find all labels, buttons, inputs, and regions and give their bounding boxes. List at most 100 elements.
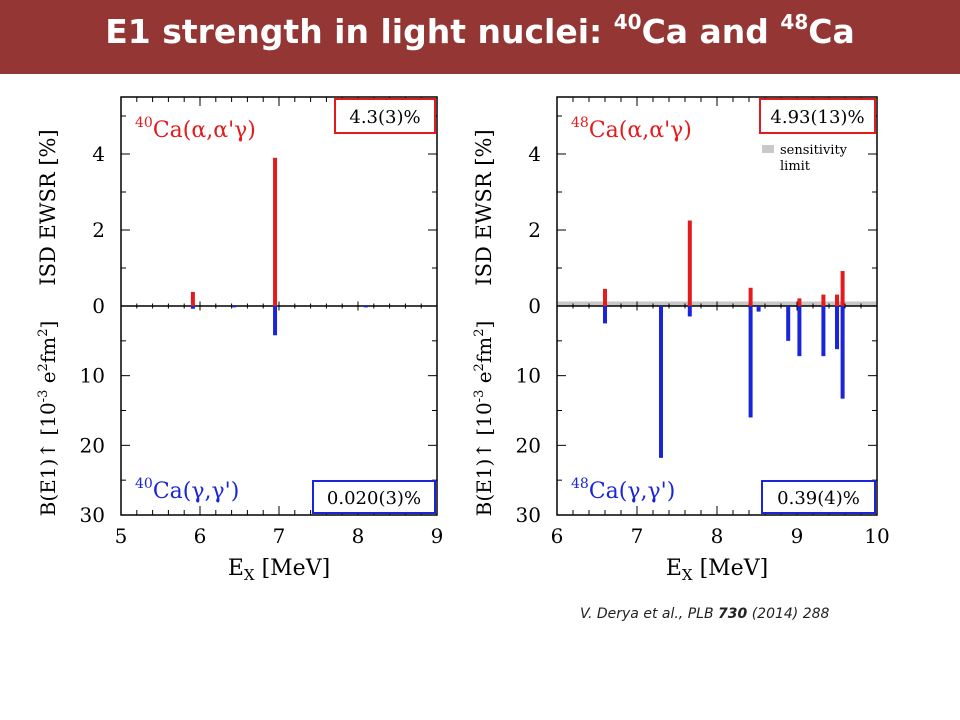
panel1-bottom-y-label-main: B(E1)↑ [10 [36,402,60,516]
panel1-top-total-box [334,98,436,134]
panel1-bottom-y-label-e: e [36,371,60,389]
panel1-top-y-tick-label: 0 [92,294,105,318]
panel1-x-label-sub: X [244,566,255,584]
title-sup-48: 48 [780,10,809,34]
panel2-bottom-y-axis-label: B(E1)↑ [10-3 e2fm2] [472,321,496,517]
panel2-top-reaction-sup: 48 [571,115,589,131]
panel2-gamma-bar [786,306,791,341]
panel2-x-tick-label: 6 [551,524,564,548]
panel2-gamma-bar [797,306,802,357]
panel1-top-reaction-sup: 40 [135,115,153,131]
panel2-alpha-bar [840,271,845,306]
panel1-top-y-tick-label: 4 [92,142,105,166]
panel2-bottom-reaction-label: 48Ca(γ,γ') [571,476,675,504]
panel1-gamma-bar [363,306,368,308]
panel2-alpha-bar [821,294,826,306]
panel2-x-axis-label: EX [MeV] [666,556,768,584]
panel2-x-label-sub: X [682,566,693,584]
panel2-bottom-y-tick-label: 30 [516,503,541,527]
panel2-x-tick-label: 9 [791,524,804,548]
panel2-legend-label-1: sensitivity [780,143,848,158]
panel2-bottom-y-tick-label: 10 [516,364,541,388]
title-prefix: E1 strength in light nuclei: [105,12,614,51]
panel1-top-total-value: 4.3(3)% [349,107,420,128]
panel1-x-label-main: E [228,556,244,581]
panel1-x-label-unit: [MeV] [255,556,331,581]
panel1-top-y-tick-label: 2 [92,218,105,242]
panel1-x-tick-label: 5 [115,524,128,548]
citation-rest: (2014) 288 [747,606,830,622]
panel1-gamma-bar [273,306,278,336]
panel1-x-axis-label: EX [MeV] [228,556,330,584]
panel1-bottom-y-label-close: ] [36,321,60,329]
panel2-top-y-axis-label: ISD EWSR [%] [472,129,496,285]
panel2-top-y-tick-label: 4 [528,142,541,166]
panel2-bottom-total-box [761,480,876,514]
panel2-top-reaction-label: 48Ca(α,α'γ) [571,115,692,143]
panel1-gamma-bar [231,306,236,308]
citation-volume: 730 [718,606,748,622]
panel1-top-reaction-label: 40Ca(α,α'γ) [135,115,256,143]
panel1-bottom-y-label-exp: -3 [36,390,51,403]
panel2-bottom-y-label-main: B(E1)↑ [10 [472,402,496,516]
panel1-bottom-reaction-label: 40Ca(γ,γ') [135,476,239,504]
panel2-bottom-y-label-exp: -3 [472,390,487,403]
panel2-alpha-bar [687,220,692,306]
panel1-gamma-bar [190,306,195,309]
title-mid: Ca and [641,12,781,51]
panel2-top-y-tick-label: 0 [528,294,541,318]
panel1-alpha-bar [273,157,278,306]
panel2-gamma-bar [603,306,607,324]
panel2-bottom-y-label-e: e [472,371,496,389]
panel2-x-tick-label: 10 [864,524,889,548]
panel2-alpha-bar [748,287,753,306]
panel2-bottom-reaction-text: Ca(γ,γ') [589,479,675,504]
panel2-top-reaction-text: Ca(α,α'γ) [589,118,692,143]
panel1-bottom-y-label-fm: fm [36,337,60,363]
panel2-gamma-bar [659,306,663,458]
panel2-bottom-y-label-fm: fm [472,337,496,363]
panel2-alpha-bar [835,294,839,306]
title-suffix: Ca [808,12,855,51]
panel2-legend-swatch [762,145,774,153]
panel2-top-total-box [759,98,876,134]
panel2-gamma-bar [840,306,845,399]
panel2-alpha-bar [603,288,607,306]
panel2-bottom-y-tick-label: 20 [516,433,541,457]
panel1-bottom-y-tick-label: 20 [80,433,105,457]
panel2-bottom-total-value: 0.39(4)% [777,488,860,509]
panel1-bottom-y-label-exp2: 2 [36,363,51,371]
panel1-alpha-bar [190,291,195,306]
panel1-top-reaction-text: Ca(α,α'γ) [153,118,256,143]
panel2-gamma-bar [821,306,826,357]
title-bar [0,0,960,74]
panel2-x-label-main: E [666,556,682,581]
panel1-bottom-y-tick-label: 30 [80,503,105,527]
panel2-gamma-bar [687,306,692,317]
slide-title: E1 strength in light nuclei: 40Ca and 48… [0,10,960,58]
panel1-x-tick-label: 8 [352,524,365,548]
panel2-top-y-tick-label: 2 [528,218,541,242]
panel2-x-label-unit: [MeV] [693,556,769,581]
panel1-bottom-y-label-exp3: 2 [36,329,51,337]
panel1-x-tick-label: 6 [194,524,207,548]
title-sup-40: 40 [613,10,642,34]
panel2-bottom-reaction-sup: 48 [571,476,589,492]
panel2-gamma-bar [748,306,753,418]
panel1-bottom-total-box [312,480,436,514]
panel2-x-tick-label: 8 [711,524,724,548]
panel2-gamma-bar [835,306,839,350]
panel1-bottom-y-tick-label: 10 [80,364,105,388]
citation-journal: PLB [687,606,719,622]
panel1-x-tick-label: 7 [273,524,286,548]
panel2-legend-label-2: limit [780,159,811,174]
citation-authors: V. Derya et al., [580,606,688,622]
panel1-bottom-total-value: 0.020(3)% [327,488,421,509]
panel2-alpha-bar [797,298,802,306]
panel1-x-tick-label: 9 [431,524,444,548]
panel2-bottom-y-label-exp3: 2 [472,329,487,337]
panel2-top-total-value: 4.93(13)% [770,107,864,128]
panel2-x-tick-label: 7 [631,524,644,548]
panel1-bottom-reaction-sup: 40 [135,476,153,492]
